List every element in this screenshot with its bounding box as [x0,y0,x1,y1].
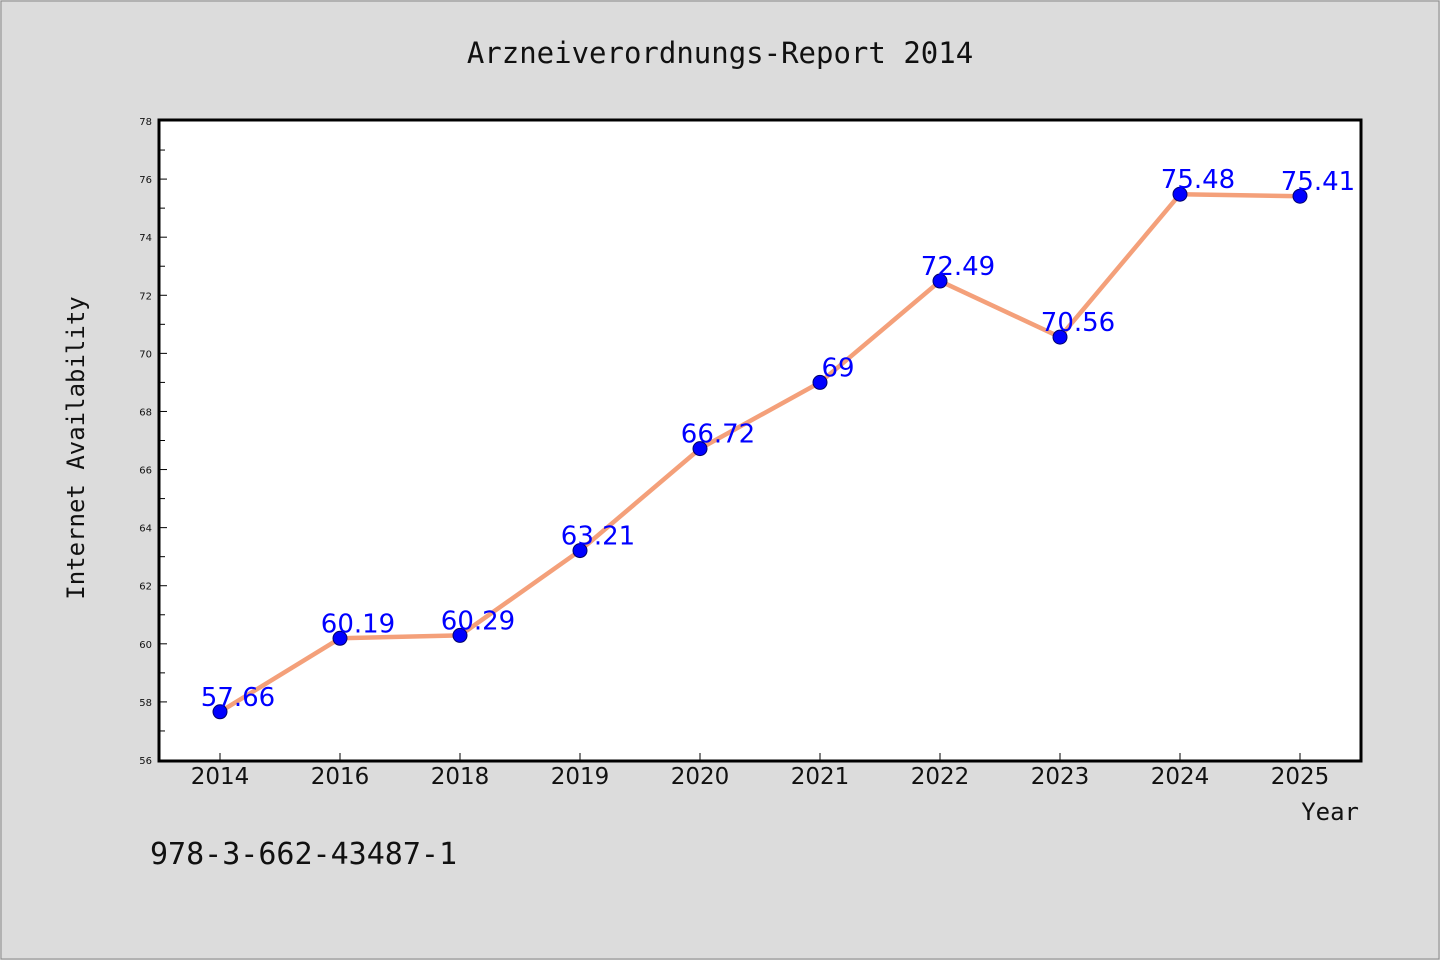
y-tick-label: 76 [139,175,152,186]
x-axis-label: Year [1301,798,1359,826]
x-tick-label: 2021 [791,764,850,790]
data-label: 72.49 [921,252,995,282]
y-tick-label: 60 [139,640,152,651]
x-tick-label: 2024 [1151,764,1210,790]
x-tick-label: 2022 [911,764,970,790]
data-label: 69 [821,353,854,383]
y-tick-label: 66 [139,466,152,477]
y-tick-label: 70 [139,349,152,360]
y-axis-label: Internet Availability [62,296,90,599]
data-label: 60.29 [441,606,515,636]
y-tick-label: 56 [139,756,152,767]
y-tick-label: 58 [139,698,152,709]
data-label: 75.41 [1281,167,1355,197]
y-tick-label: 72 [139,291,152,302]
data-point-marker [1172,186,1188,202]
y-tick-label: 78 [139,117,152,128]
data-label: 75.48 [1161,165,1235,195]
x-tick-label: 2018 [431,764,490,790]
data-label: 57.66 [201,683,275,713]
x-tick-label: 2025 [1271,764,1330,790]
data-point-marker [932,273,948,289]
data-labels: 57.66 60.19 60.29 63.21 66.72 69 72.49 70.56 75.… [201,165,1355,713]
data-label: 63.21 [561,522,635,552]
data-point-marker [212,704,228,720]
data-point-marker [452,627,468,643]
data-point-marker [332,630,348,646]
data-point-marker [1052,329,1068,345]
data-point-marker [572,543,588,559]
y-tick-label: 64 [139,524,152,535]
x-axis-ticks: 2014 2016 2018 2019 2020 2021 2022 2023 2024 2025 [191,753,1330,790]
data-point-marker [692,441,708,457]
plot-area [157,118,1363,763]
x-tick-label: 2019 [551,764,610,790]
x-tick-label: 2020 [671,764,730,790]
x-tick-label: 2023 [1031,764,1090,790]
data-points [212,186,1308,720]
isbn-text: 978-3-662-43487-1 [150,837,457,872]
y-tick-label: 68 [139,407,152,418]
x-tick-label: 2014 [191,764,250,790]
chart-title: Arzneiverordnungs-Report 2014 [467,36,973,70]
data-label: 60.19 [321,609,395,639]
series-line [217,191,1303,715]
data-point-marker [812,374,828,390]
series-line-group [217,191,1303,715]
data-label: 66.72 [681,420,755,450]
y-tick-label: 74 [139,233,152,244]
y-axis-ticks: 56 58 60 62 64 66 68 70 72 74 76 78 [139,117,167,767]
data-point-marker [1292,188,1308,204]
data-label: 70.56 [1041,308,1115,338]
y-tick-label: 62 [139,582,152,593]
x-tick-label: 2016 [311,764,370,790]
